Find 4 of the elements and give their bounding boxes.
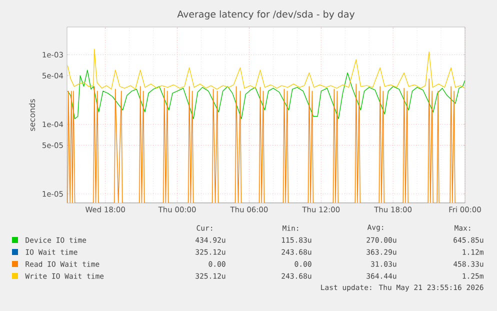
line-series bbox=[67, 78, 466, 204]
chart-title: Average latency for /dev/sda - by day bbox=[177, 10, 355, 20]
line-series bbox=[67, 70, 466, 120]
line-series bbox=[67, 48, 466, 90]
